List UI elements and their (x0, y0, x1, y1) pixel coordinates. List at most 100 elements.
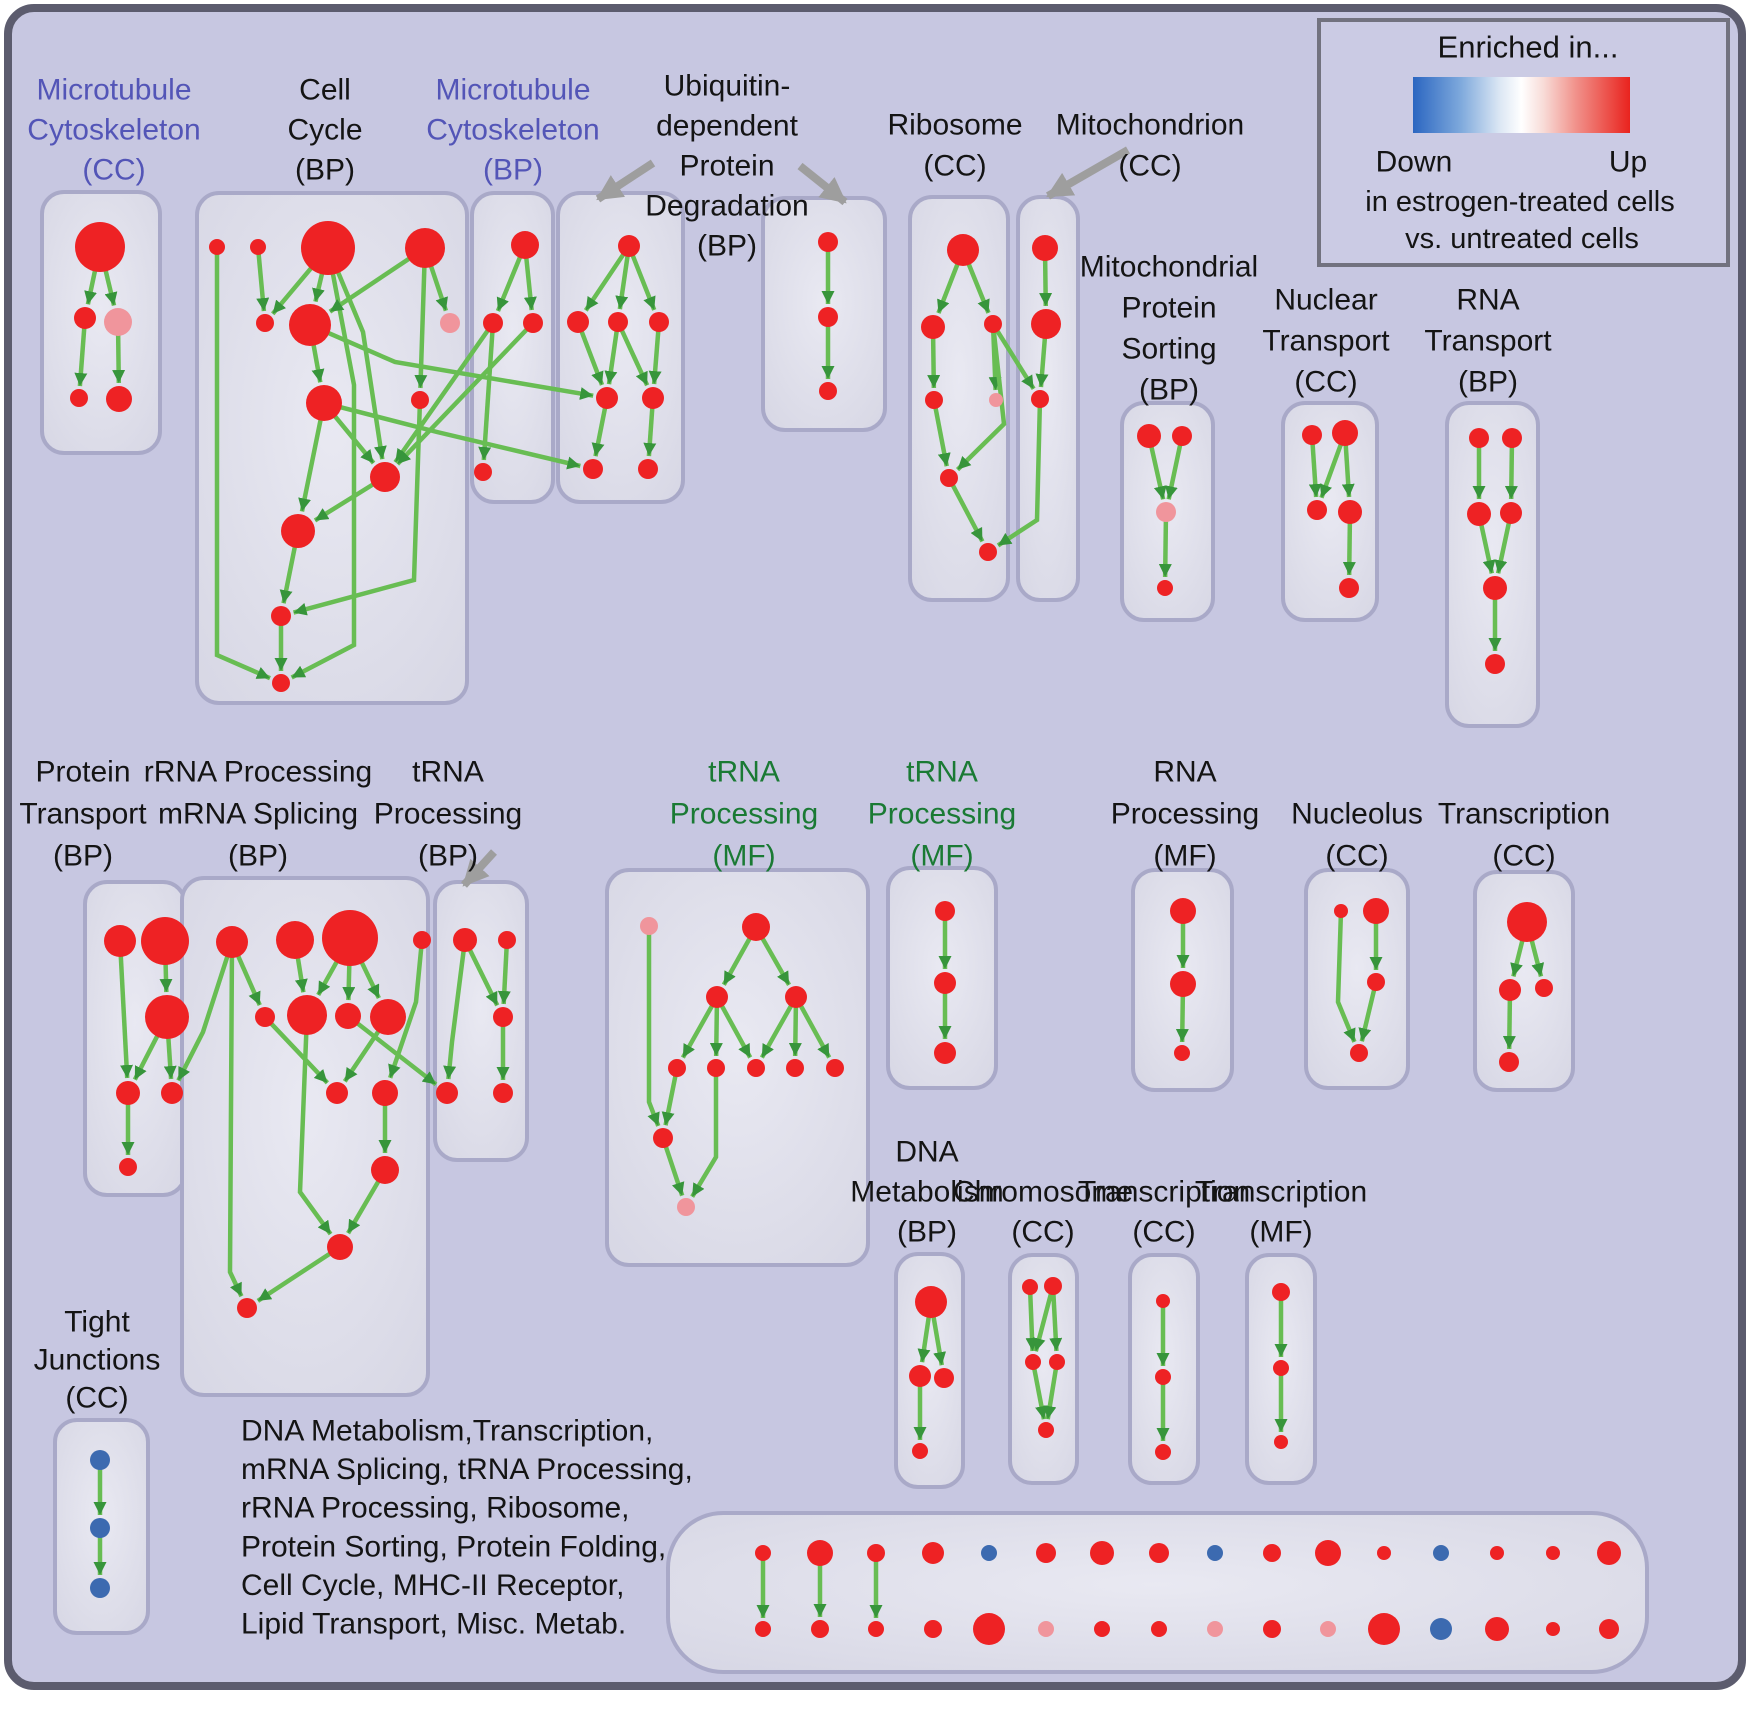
go-term-node-p1 (1137, 424, 1161, 448)
go-term-node-s10b (1263, 1620, 1281, 1638)
go-term-node-e1 (1022, 1279, 1038, 1295)
edge-mt2-mt3 (1035, 337, 1049, 388)
edge-n1-T5 (176, 955, 230, 1082)
edge-c2-c5 (256, 253, 270, 312)
cluster-label-chromosome-cc-line1: Chromosome (953, 1176, 1133, 1209)
edge-c4-c6 (328, 256, 411, 314)
go-term-node-n14 (237, 1298, 257, 1318)
go-term-node-r6 (940, 469, 958, 487)
go-term-node-u5 (596, 387, 618, 409)
cluster-box-tcc (1473, 870, 1575, 1092)
cluster-label-transcription-cc-line1: Transcription (1438, 798, 1610, 831)
edge-a1-a2 (84, 270, 98, 305)
cluster-label-rrna-processing-mrna-splicing-bp-line2: mRNA Splicing (158, 798, 358, 831)
cluster-label-cell-cycle-bp-line1: Cell (299, 74, 351, 107)
cluster-box-nucl (1304, 868, 1410, 1090)
edge-r4-r6 (933, 407, 951, 467)
cluster-label-transcription-cc-2-line2: (CC) (1132, 1216, 1195, 1249)
edge-c4-c7 (428, 265, 449, 312)
go-term-node-s11b (1320, 1621, 1336, 1637)
go-term-node-i3 (1274, 1435, 1288, 1449)
go-term-node-w3 (1467, 502, 1491, 526)
edge-c3-c6 (312, 272, 325, 303)
go-term-node-d4 (912, 1443, 928, 1459)
go-term-node-mt1 (1032, 235, 1058, 261)
go-term-node-u8 (638, 459, 658, 479)
go-term-node-s9t (1207, 1545, 1223, 1561)
go-term-node-u3 (608, 312, 628, 332)
go-term-node-n6 (287, 995, 327, 1035)
edge-d1-d3 (931, 1316, 947, 1366)
edge-b3t-b3r (523, 257, 537, 311)
edge-m10-m11 (663, 1145, 685, 1197)
cluster-label-ribosome-cc-line2: (CC) (923, 150, 986, 183)
go-term-node-g2 (934, 972, 956, 994)
edge-c6-u5 (327, 330, 594, 400)
go-term-node-s6t (1036, 1543, 1056, 1563)
go-term-node-s9b (1207, 1621, 1223, 1637)
edge-n1-n5 (235, 954, 262, 1007)
cluster-label-rna-processing-mf-line2: Processing (1111, 798, 1259, 831)
cluster-box-tcc2 (1128, 1253, 1200, 1485)
go-term-node-u6 (642, 387, 664, 409)
edge-u6-u8 (643, 407, 657, 457)
cluster-label-tight-junctions-cc-line2: Junctions (34, 1344, 161, 1377)
cluster-label-rna-processing-mf-line3: (MF) (1153, 840, 1216, 873)
go-term-node-j2 (90, 1518, 110, 1538)
cluster-label-dna-metabolism-bp-line2: Metabolism (850, 1176, 1003, 1209)
annotation-arrow-trna-bp (461, 849, 497, 888)
cluster-box-strip (666, 1511, 1649, 1674)
cluster-label-transcription-mf-line1: Transcription (1195, 1176, 1367, 1209)
go-term-node-d1 (915, 1286, 947, 1318)
edge-w4-w5 (1494, 522, 1512, 574)
legend-gradient-bar (1413, 77, 1630, 133)
cluster-label-trna-processing-mf-1-line2: Processing (670, 798, 818, 831)
edge-a2-a4 (74, 327, 88, 387)
go-term-node-T2 (141, 917, 189, 965)
go-term-node-s10t (1263, 1544, 1281, 1562)
go-term-node-m9 (826, 1059, 844, 1077)
go-term-node-a3 (104, 308, 132, 336)
edge-n6-n13 (297, 1033, 333, 1236)
go-term-node-a1 (75, 222, 125, 272)
go-term-node-c8 (306, 385, 342, 421)
legend-box (1317, 18, 1730, 267)
go-term-node-q4 (1338, 500, 1362, 524)
cluster-label-ubiquitin-dependent-protein-degradation-bp-line2: dependent (656, 110, 798, 143)
cluster-label-microtubule-cytoskeleton-bp-line1: Microtubule (435, 74, 590, 107)
edge-p2-p3 (1164, 444, 1183, 500)
go-term-node-u2 (567, 311, 589, 333)
go-term-node-d2 (909, 1365, 931, 1387)
cluster-label-rrna-processing-mrna-splicing-bp-line1: rRNA Processing (144, 756, 372, 789)
go-term-node-e3 (1025, 1354, 1041, 1370)
cluster-label-transcription-cc-2-line1: Transcription (1078, 1176, 1250, 1209)
go-term-node-n9 (326, 1082, 348, 1104)
go-term-node-s11t (1315, 1540, 1341, 1566)
cluster-label-trna-processing-mf-2-line3: (MF) (910, 840, 973, 873)
edge-r6-r7 (950, 484, 985, 543)
go-term-node-b3b (474, 463, 492, 481)
go-term-node-c13 (272, 674, 290, 692)
legend-caption-line1: in estrogen-treated cells (1365, 186, 1675, 218)
go-term-node-mt3 (1031, 390, 1049, 408)
cluster-label-ubiquitin-dependent-protein-degradation-bp-line4: Degradation (645, 190, 808, 223)
go-term-node-x3 (1535, 979, 1553, 997)
go-term-node-m11 (677, 1198, 695, 1216)
edge-n5-n9 (269, 1021, 330, 1085)
cluster-label-ubiquitin-dependent-protein-degradation-bp-line1: Ubiquitin- (664, 70, 791, 103)
edge-q4-q5 (1342, 522, 1356, 576)
edge-n2-n6 (294, 957, 308, 993)
go-term-node-s3b (868, 1621, 884, 1637)
go-term-node-s15t (1546, 1546, 1560, 1560)
footnote-line-2: mRNA Splicing, tRNA Processing, (241, 1453, 693, 1486)
go-term-node-s7t (1090, 1541, 1114, 1565)
edge-mt3-r7 (996, 406, 1043, 548)
go-term-node-s2b (811, 1620, 829, 1638)
cluster-label-ubiquitin-dependent-protein-degradation-bp-line5: (BP) (697, 230, 757, 263)
edge-n3-n8 (359, 961, 381, 1000)
edge-k1-k4 (1335, 916, 1357, 1043)
edge-T3-T5 (163, 1037, 177, 1080)
cluster-label-nuclear-transport-cc-line3: (CC) (1294, 366, 1357, 399)
go-term-node-m4 (785, 986, 807, 1008)
